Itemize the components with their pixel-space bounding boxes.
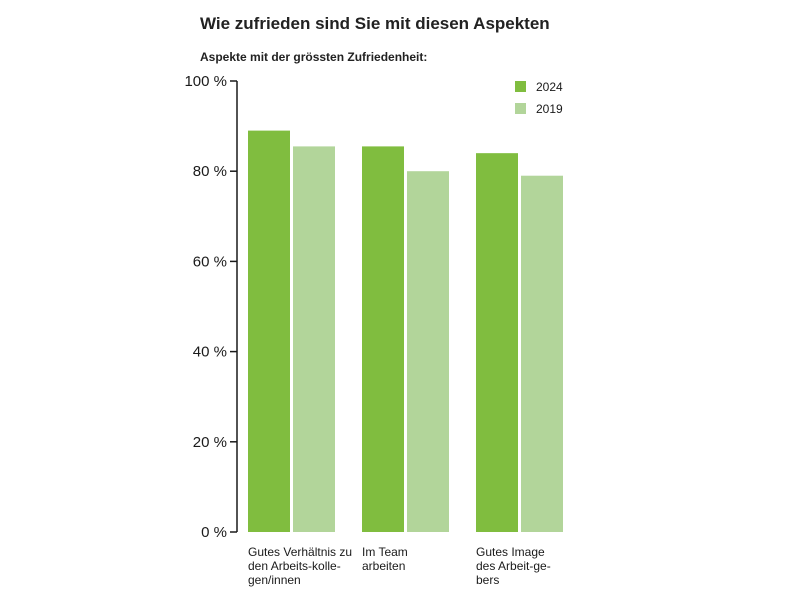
x-category-label: Gutes Image bbox=[476, 545, 545, 559]
x-category-label: Gutes Verhältnis zu bbox=[248, 545, 352, 559]
x-category-label: arbeiten bbox=[362, 559, 405, 573]
y-axis: 0 % 20 % 40 % 60 % 80 % 100 % bbox=[184, 73, 238, 541]
y-tick-label: 20 % bbox=[193, 434, 227, 451]
x-category-label: den Arbeits-kolle- bbox=[248, 559, 341, 573]
chart-title: Wie zufrieden sind Sie mit diesen Aspekt… bbox=[200, 14, 550, 33]
y-tick-label: 40 % bbox=[193, 344, 227, 361]
bar-2024-3 bbox=[476, 153, 518, 532]
bar-2019-1 bbox=[293, 146, 335, 532]
bar-2024-1 bbox=[248, 130, 290, 533]
x-category-label: Im Team bbox=[362, 545, 408, 559]
bar-2024-2 bbox=[362, 146, 404, 532]
legend-label-2024: 2024 bbox=[536, 80, 563, 94]
x-category-label: des Arbeit-ge- bbox=[476, 559, 551, 573]
legend-swatch-2019 bbox=[515, 103, 526, 114]
bar-2019-2 bbox=[407, 171, 449, 532]
y-tick-label: 0 % bbox=[201, 524, 227, 541]
legend-label-2019: 2019 bbox=[536, 102, 563, 116]
y-tick-label: 80 % bbox=[193, 163, 227, 180]
chart-subtitle: Aspekte mit der grössten Zufriedenheit: bbox=[200, 50, 428, 64]
bars bbox=[248, 130, 563, 533]
legend-swatch-2024 bbox=[515, 81, 526, 92]
y-tick-label: 100 % bbox=[184, 73, 227, 90]
x-category-label: gen/innen bbox=[248, 573, 301, 587]
y-tick-label: 60 % bbox=[193, 253, 227, 270]
x-category-label: bers bbox=[476, 573, 499, 587]
bar-2019-3 bbox=[521, 175, 563, 532]
legend: 2024 2019 bbox=[515, 80, 563, 116]
